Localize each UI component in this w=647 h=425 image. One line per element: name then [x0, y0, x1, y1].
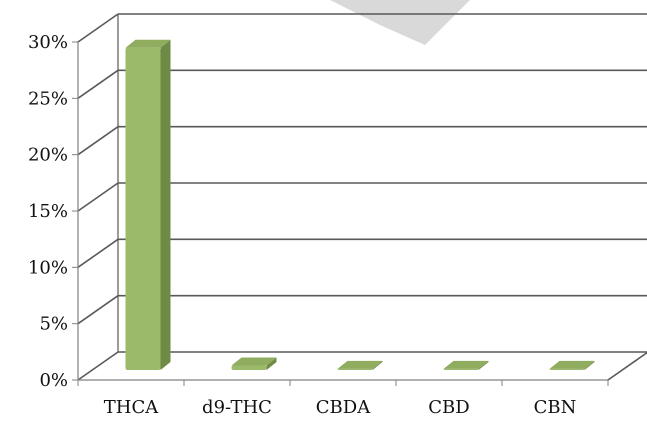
gridlines — [77, 13, 647, 381]
bar-top — [337, 360, 383, 369]
y-tick-label-2: 10% — [28, 257, 68, 278]
bar-side — [584, 360, 595, 370]
bar-side — [478, 360, 489, 370]
y-tick-label-0: 0% — [39, 370, 68, 391]
bar-top — [125, 39, 171, 48]
floor-right-edge — [607, 351, 647, 381]
y-tick-label-5: 25% — [28, 88, 68, 109]
axes — [72, 14, 647, 386]
y-axis-tick-labels: 0% 5% 10% 15% 20% 25% 30% — [28, 32, 68, 391]
x-tick-label-1: d9-THC — [202, 397, 272, 418]
bar-side — [372, 360, 383, 370]
y-tick-label-4: 20% — [28, 145, 68, 166]
bar-front — [443, 368, 479, 370]
bar-front — [337, 368, 373, 370]
bar-front — [549, 368, 585, 370]
bar-front — [125, 47, 161, 370]
x-tick-label-0: THCA — [104, 397, 159, 418]
x-tick-label-4: CBN — [534, 397, 577, 418]
gridline-depth-2 — [77, 238, 119, 268]
y-tick-label-6: 30% — [28, 32, 68, 53]
bar-side — [266, 357, 277, 370]
watermark — [330, 0, 470, 45]
bar-side — [160, 39, 171, 370]
bar-cbd — [443, 360, 489, 370]
gridline-depth-6 — [77, 13, 119, 43]
y-tick-label-3: 15% — [28, 201, 68, 222]
gridline-depth-0 — [77, 351, 119, 381]
gridline-depth-5 — [77, 69, 119, 99]
bar-thca — [125, 39, 171, 370]
watermark-shape — [330, 0, 470, 45]
bar-d9-thc — [231, 357, 277, 370]
x-tick-label-2: CBDA — [316, 397, 371, 418]
gridline-depth-1 — [77, 295, 119, 325]
x-axis-tick-labels: THCA d9-THC CBDA CBD CBN — [104, 397, 577, 418]
gridline-depth-4 — [77, 126, 119, 156]
bar-top — [231, 357, 277, 366]
bar-top — [443, 360, 489, 369]
y-tick-label-1: 5% — [39, 314, 68, 335]
bar-front — [231, 365, 267, 370]
bars — [125, 39, 595, 370]
gridline-depth-3 — [77, 182, 119, 212]
x-tick-label-3: CBD — [428, 397, 469, 418]
bar-cbn — [549, 360, 595, 370]
bar-cbda — [337, 360, 383, 370]
bar-top — [549, 360, 595, 369]
